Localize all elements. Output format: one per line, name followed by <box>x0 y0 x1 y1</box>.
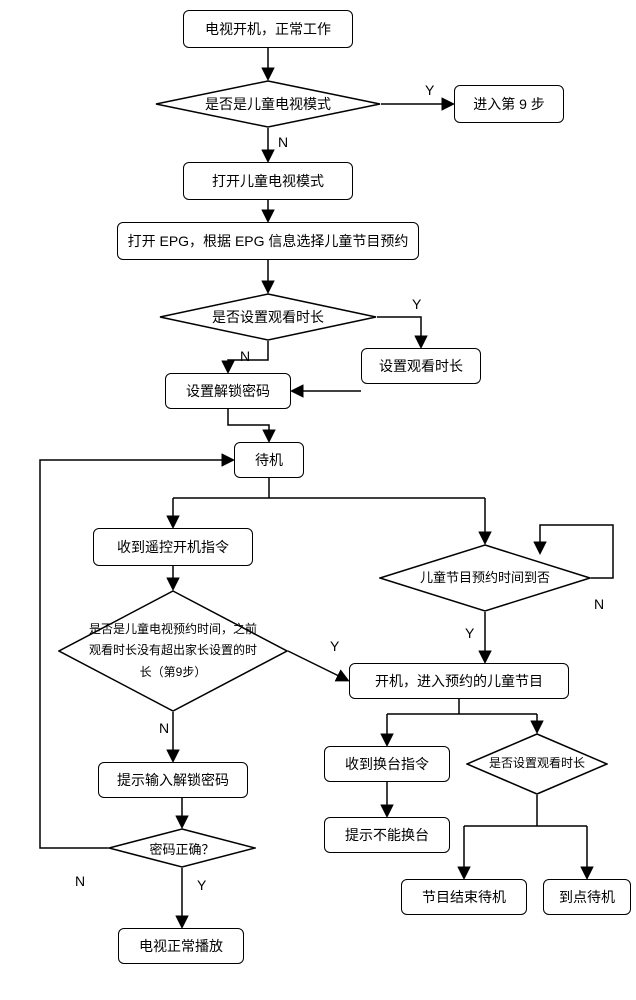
node-set-unlock-pwd: 设置解锁密码 <box>165 373 291 409</box>
arrows <box>0 0 636 1000</box>
node-tv-on: 电视开机，正常工作 <box>183 10 353 48</box>
node-recv-remote-on: 收到遥控开机指令 <box>93 528 253 566</box>
label: 节目结束待机 <box>422 887 506 907</box>
node-set-watch-time2: 是否设置观看时长 <box>466 733 608 795</box>
node-open-child-mode: 打开儿童电视模式 <box>183 162 353 200</box>
node-prompt-pwd: 提示输入解锁密码 <box>98 762 248 798</box>
lbl-n5: N <box>75 873 85 889</box>
label: 电视正常播放 <box>139 936 223 956</box>
label: 进入第 9 步 <box>473 94 545 114</box>
node-recv-change-channel: 收到换台指令 <box>324 746 450 782</box>
label: 是否设置观看时长 <box>489 756 585 772</box>
node-goto-step9: 进入第 9 步 <box>454 85 564 123</box>
lbl-y3: Y <box>330 638 339 654</box>
node-child-time-due: 儿童节目预约时间到否 <box>379 544 591 612</box>
lbl-y5: Y <box>197 877 206 893</box>
node-open-epg: 打开 EPG，根据 EPG 信息选择儿童节目预约 <box>117 222 419 260</box>
label: 是否设置观看时长 <box>212 307 324 327</box>
label: 提示不能换台 <box>345 825 429 845</box>
node-tv-normal-play: 电视正常播放 <box>118 928 244 964</box>
label: 提示输入解锁密码 <box>117 770 229 790</box>
node-time-up-standby: 到点待机 <box>543 879 631 915</box>
lbl-n3: N <box>159 720 169 736</box>
label: 密码正确？ <box>149 839 214 858</box>
lbl-n2: N <box>240 348 250 364</box>
label: 设置观看时长 <box>379 356 463 376</box>
lbl-y2: Y <box>412 296 421 312</box>
label: 打开儿童电视模式 <box>212 171 324 191</box>
lbl-y4: Y <box>465 625 474 641</box>
label: 是否是儿童电视预约时间，之前观看时长没有超出家长设置的时长（第9步） <box>86 619 260 684</box>
label: 是否是儿童电视模式 <box>205 94 331 114</box>
node-standby: 待机 <box>234 442 304 478</box>
node-set-watch-time: 是否设置观看时长 <box>159 293 377 341</box>
label: 收到换台指令 <box>345 754 429 774</box>
label: 开机，进入预约的儿童节目 <box>375 671 543 691</box>
node-set-watch-duration: 设置观看时长 <box>361 348 481 384</box>
node-pwd-correct: 密码正确？ <box>108 828 256 868</box>
label: 待机 <box>255 450 283 470</box>
lbl-n1: N <box>278 134 288 150</box>
label: 电视开机，正常工作 <box>205 19 331 39</box>
lbl-n4: N <box>594 596 604 612</box>
node-check-step9: 是否是儿童电视预约时间，之前观看时长没有超出家长设置的时长（第9步） <box>58 590 288 712</box>
label: 到点待机 <box>559 887 615 907</box>
node-enter-child-program: 开机，进入预约的儿童节目 <box>349 663 569 699</box>
node-program-end-standby: 节目结束待机 <box>401 879 527 915</box>
node-cannot-change: 提示不能换台 <box>324 817 450 853</box>
label: 打开 EPG，根据 EPG 信息选择儿童节目预约 <box>128 231 409 251</box>
label: 收到遥控开机指令 <box>117 537 229 557</box>
flowchart-canvas: 电视开机，正常工作 是否是儿童电视模式 进入第 9 步 打开儿童电视模式 打开 … <box>0 0 636 1000</box>
lbl-y1: Y <box>425 82 434 98</box>
label: 设置解锁密码 <box>186 381 270 401</box>
node-is-child-mode: 是否是儿童电视模式 <box>155 80 381 128</box>
label: 儿童节目预约时间到否 <box>420 570 550 587</box>
